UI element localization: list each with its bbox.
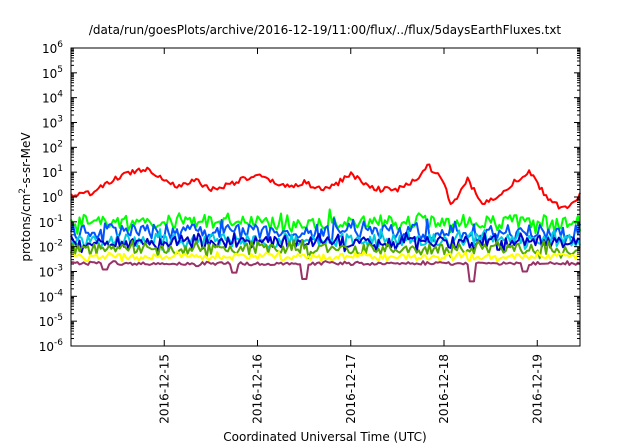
x-tick-label: 2016-12-18 xyxy=(437,354,451,424)
y-tick-label-exp: -3 xyxy=(54,264,63,274)
series-line-6 xyxy=(70,250,581,263)
y-tick-label-exp: -6 xyxy=(54,338,63,348)
y-tick-label-exp: 6 xyxy=(57,40,63,50)
y-axis-label-suffix: -s-sr-MeV xyxy=(19,132,33,188)
y-tick-label: 102 xyxy=(42,139,63,155)
y-tick-label-base: 10 xyxy=(39,290,54,304)
series-layer xyxy=(70,163,581,283)
x-tick-label: 2016-12-17 xyxy=(344,354,358,424)
series-line-4 xyxy=(70,231,581,254)
x-tick-label: 2016-12-15 xyxy=(157,354,171,424)
y-tick-label-base: 10 xyxy=(42,42,57,56)
y-tick-label-exp: -1 xyxy=(54,214,63,224)
x-axis: 2016-12-15 2016-12-16 2016-12-17 2016-12-18… xyxy=(157,48,544,424)
y-tick-label-exp: 4 xyxy=(57,90,63,100)
series-line-5 xyxy=(70,238,581,260)
x-tick-label: 2016-12-16 xyxy=(251,354,265,424)
y-tick-label-base: 10 xyxy=(42,166,57,180)
y-tick-label-base: 10 xyxy=(42,141,57,155)
y-axis-label-prefix: protons/cm xyxy=(19,194,33,262)
y-tick-label-base: 10 xyxy=(39,315,54,329)
y-tick-label-base: 10 xyxy=(42,117,57,131)
y-tick-label: 103 xyxy=(42,115,63,131)
y-axis-label: protons/cm2-s-sr-MeV xyxy=(18,132,33,262)
y-tick-label-exp: -5 xyxy=(54,313,63,323)
y-tick-label-base: 10 xyxy=(42,191,57,205)
y-axis-label-sup: 2 xyxy=(18,188,28,194)
y-tick-label: 105 xyxy=(42,65,63,81)
y-tick-label-base: 10 xyxy=(39,216,54,230)
y-tick-label-exp: -2 xyxy=(54,239,63,249)
y-tick-label: 106 xyxy=(42,40,63,56)
y-tick-label-base: 10 xyxy=(42,92,57,106)
y-tick-label: 10-2 xyxy=(39,239,63,255)
y-tick-label-exp: 5 xyxy=(57,65,63,75)
series-line-7 xyxy=(71,260,581,283)
y-tick-label-base: 10 xyxy=(42,67,57,81)
y-tick-label-exp: 0 xyxy=(57,189,63,199)
y-tick-label-base: 10 xyxy=(39,266,54,280)
y-tick-label-base: 10 xyxy=(39,241,54,255)
y-tick-label: 10-6 xyxy=(39,338,64,354)
y-tick-label-exp: -4 xyxy=(54,288,63,298)
x-axis-label: Coordinated Universal Time (UTC) xyxy=(223,430,426,444)
y-tick-label-exp: 3 xyxy=(57,115,63,125)
series-line-0 xyxy=(70,163,581,210)
y-tick-label: 101 xyxy=(42,164,63,180)
x-tick-label: 2016-12-19 xyxy=(530,354,544,424)
y-tick-label: 100 xyxy=(42,189,63,205)
plot-frame xyxy=(70,47,581,347)
chart-title: /data/run/goesPlots/archive/2016-12-19/1… xyxy=(89,23,562,37)
y-tick-label: 10-1 xyxy=(39,214,63,230)
series-line-2 xyxy=(70,217,581,245)
y-tick-label: 104 xyxy=(42,90,63,106)
y-tick-label-exp: 2 xyxy=(57,139,63,149)
y-tick-label-exp: 1 xyxy=(57,164,63,174)
y-tick-label: 10-4 xyxy=(39,288,64,304)
y-axis: 10-610-510-410-310-210-11001011021031041… xyxy=(39,40,580,354)
y-tick-label: 10-3 xyxy=(39,264,63,280)
y-tick-label-base: 10 xyxy=(39,340,54,354)
y-tick-label: 10-5 xyxy=(39,313,63,329)
